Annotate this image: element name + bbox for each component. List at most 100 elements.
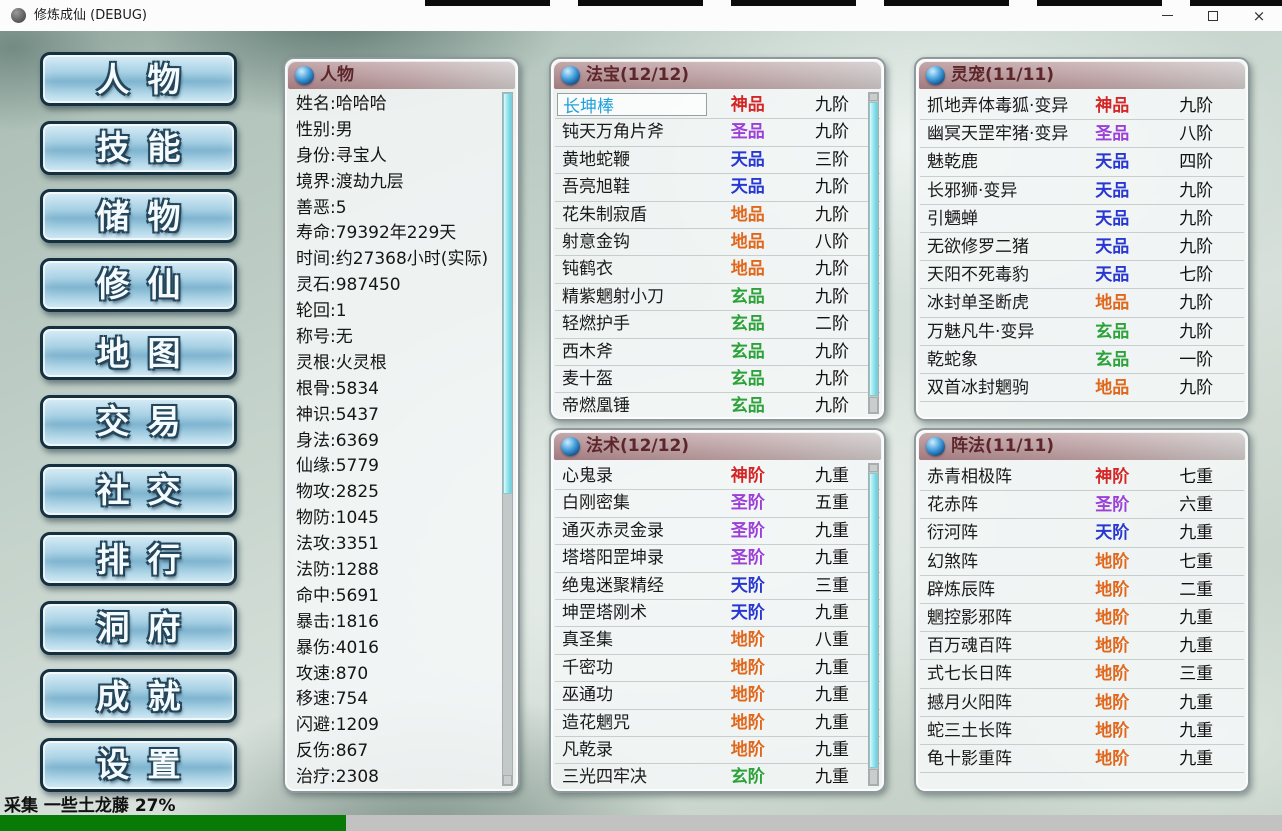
list-item[interactable]: 白刚密集 圣阶 五重 <box>555 490 880 518</box>
scrollbar-thumb[interactable] <box>869 102 878 396</box>
item-name[interactable]: 心鬼录 <box>562 466 613 486</box>
item-name[interactable]: 钝天万角片斧 <box>562 122 664 143</box>
item-name[interactable]: 通灭赤灵金录 <box>562 520 664 541</box>
sidebar-button-achievements[interactable]: 成就 <box>40 669 237 724</box>
list-item[interactable]: 引魉蝉 天品 九阶 <box>920 205 1244 233</box>
list-item[interactable]: 吾亮旭鞋 天品 九阶 <box>555 174 880 202</box>
list-item[interactable]: 花朱制寂盾 地品 九阶 <box>555 202 880 229</box>
scrollbar[interactable] <box>868 92 879 414</box>
item-name[interactable]: 式七长日阵 <box>927 664 1012 685</box>
item-name[interactable]: 射意金钩 <box>562 231 630 252</box>
item-name[interactable]: 凡乾录 <box>562 739 613 760</box>
list-item[interactable]: 真圣集 地阶 八重 <box>555 627 880 655</box>
item-name[interactable]: 魅乾鹿 <box>927 152 978 173</box>
list-item[interactable]: 麦十盔 玄品 九阶 <box>555 366 880 394</box>
item-name[interactable]: 幻煞阵 <box>927 551 978 572</box>
list-item[interactable]: 抓地弄体毒狐·变异 神品 九阶 <box>920 92 1244 121</box>
item-name[interactable]: 塔塔阳罡坤录 <box>562 548 664 569</box>
list-item[interactable]: 魅乾鹿 天品 四阶 <box>920 148 1244 177</box>
scrollbar-cap[interactable] <box>503 775 512 785</box>
sidebar-button-storage[interactable]: 储物 <box>40 189 237 244</box>
list-item[interactable]: 凡乾录 地阶 九重 <box>555 737 880 765</box>
item-name[interactable]: 白刚密集 <box>562 493 630 514</box>
item-name[interactable]: 麦十盔 <box>562 368 613 389</box>
list-item[interactable]: 乾蛇象 玄品 一阶 <box>920 346 1244 374</box>
scrollbar[interactable] <box>868 463 879 786</box>
sidebar-button-settings[interactable]: 设置 <box>40 737 237 792</box>
item-name[interactable]: 万魅凡牛·变异 <box>927 321 1035 342</box>
list-item[interactable]: 赤青相极阵 神阶 七重 <box>920 463 1244 492</box>
list-item[interactable]: 通灭赤灵金录 圣阶 九重 <box>555 518 880 546</box>
item-name-selected[interactable]: 长坤棒 <box>557 93 707 117</box>
list-item[interactable]: 撼月火阳阵 地阶 九重 <box>920 689 1244 717</box>
sidebar-button-ranking[interactable]: 排行 <box>40 532 237 587</box>
list-item[interactable]: 精紫魍射小刀 玄品 九阶 <box>555 284 880 312</box>
list-item[interactable]: 花赤阵 圣阶 六重 <box>920 491 1244 520</box>
sidebar-button-trade[interactable]: 交易 <box>40 394 237 449</box>
scrollbar-thumb[interactable] <box>503 93 512 495</box>
item-name[interactable]: 龟十影重阵 <box>927 748 1012 769</box>
list-item[interactable]: 冰封单圣断虎 地品 九阶 <box>920 289 1244 318</box>
list-item[interactable]: 钝天万角片斧 圣品 九阶 <box>555 119 880 147</box>
scrollbar-cap[interactable] <box>869 464 878 472</box>
item-name[interactable]: 花朱制寂盾 <box>562 204 647 225</box>
item-name[interactable]: 绝鬼迷聚精经 <box>562 575 664 596</box>
list-item[interactable]: 西木斧 玄品 九阶 <box>555 339 880 366</box>
item-name[interactable]: 百万魂百阵 <box>927 636 1012 657</box>
sidebar-button-map[interactable]: 地图 <box>40 326 237 381</box>
item-name[interactable]: 三光四牢决 <box>562 767 647 787</box>
list-item[interactable]: 龟十影重阵 地阶 九重 <box>920 745 1244 774</box>
item-name[interactable]: 无欲修罗二猪 <box>927 236 1029 257</box>
item-name[interactable]: 真圣集 <box>562 630 613 651</box>
minimize-icon[interactable] <box>1144 0 1190 31</box>
list-item[interactable]: 三光四牢决 玄阶 九重 <box>555 764 880 787</box>
list-item[interactable]: 帝燃凰锤 玄品 九阶 <box>555 393 880 415</box>
list-item[interactable]: 心鬼录 神阶 九重 <box>555 463 880 491</box>
list-item[interactable]: 幽冥天罡牢猪·变异 圣品 八阶 <box>920 120 1244 149</box>
item-name[interactable]: 吾亮旭鞋 <box>562 177 630 198</box>
list-item[interactable]: 坤罡塔刚术 天阶 九重 <box>555 600 880 628</box>
list-item[interactable]: 辟炼辰阵 地阶 二重 <box>920 576 1244 604</box>
list-item[interactable]: 双首冰封魍驹 地品 九阶 <box>920 374 1244 403</box>
list-item[interactable]: 长邪狮·变异 天品 九阶 <box>920 177 1244 205</box>
scrollbar-cap[interactable] <box>869 93 878 101</box>
close-icon[interactable]: × <box>1252 6 1266 25</box>
list-item[interactable]: 千密功 地阶 九重 <box>555 655 880 683</box>
list-item[interactable]: 百万魂百阵 地阶 九重 <box>920 632 1244 661</box>
item-name[interactable]: 幽冥天罡牢猪·变异 <box>927 124 1069 145</box>
item-name[interactable]: 引魉蝉 <box>927 208 978 229</box>
item-name[interactable]: 长邪狮·变异 <box>927 180 1018 201</box>
list-item[interactable]: 黄地蛇鞭 天品 三阶 <box>555 147 880 175</box>
item-name[interactable]: 千密功 <box>562 657 613 678</box>
list-item[interactable]: 钝鹤衣 地品 九阶 <box>555 256 880 284</box>
item-name[interactable]: 双首冰封魍驹 <box>927 377 1029 398</box>
item-name[interactable]: 蛇三土长阵 <box>927 720 1012 741</box>
item-name[interactable]: 轻燃护手 <box>562 314 630 335</box>
item-name[interactable]: 西木斧 <box>562 341 613 362</box>
item-name[interactable]: 帝燃凰锤 <box>562 396 630 415</box>
list-item[interactable]: 射意金钩 地品 八阶 <box>555 229 880 257</box>
list-item[interactable]: 天阳不死毒豹 天品 七阶 <box>920 261 1244 290</box>
sidebar-button-cultivation[interactable]: 修仙 <box>40 257 237 312</box>
list-item[interactable]: 蛇三土长阵 地阶 九重 <box>920 717 1244 745</box>
item-name[interactable]: 魍控影邪阵 <box>927 607 1012 628</box>
item-name[interactable]: 巫通功 <box>562 685 613 706</box>
item-name[interactable]: 辟炼辰阵 <box>927 579 995 600</box>
item-name[interactable]: 乾蛇象 <box>927 349 978 370</box>
item-name[interactable]: 黄地蛇鞭 <box>562 149 630 170</box>
list-item[interactable]: 巫通功 地阶 九重 <box>555 682 880 710</box>
item-name[interactable]: 花赤阵 <box>927 495 978 516</box>
sidebar-button-character[interactable]: 人物 <box>40 52 237 106</box>
sidebar-button-skills[interactable]: 技能 <box>40 120 237 175</box>
item-name[interactable]: 天阳不死毒豹 <box>927 265 1029 286</box>
item-name[interactable]: 造花魍咒 <box>562 712 630 733</box>
list-item[interactable]: 幻煞阵 地阶 七重 <box>920 548 1244 576</box>
sidebar-button-cave[interactable]: 洞府 <box>40 600 237 655</box>
list-item[interactable]: 长坤棒 神品 九阶 <box>555 92 880 120</box>
item-name[interactable]: 赤青相极阵 <box>927 467 1012 487</box>
list-item[interactable]: 轻燃护手 玄品 二阶 <box>555 311 880 339</box>
list-item[interactable]: 绝鬼迷聚精经 天阶 三重 <box>555 573 880 600</box>
list-item[interactable]: 衍河阵 天阶 九重 <box>920 519 1244 548</box>
scrollbar[interactable] <box>502 92 513 786</box>
list-item[interactable]: 万魅凡牛·变异 玄品 九阶 <box>920 318 1244 346</box>
